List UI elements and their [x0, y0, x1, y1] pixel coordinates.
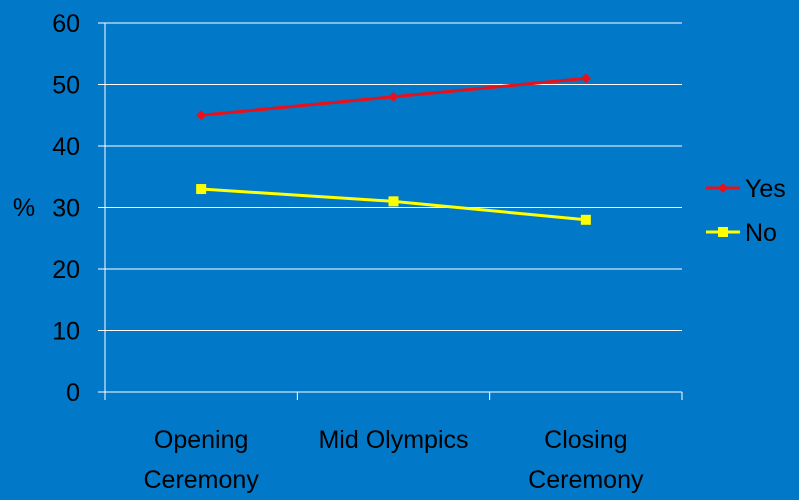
- legend-swatch-marker: [718, 227, 728, 237]
- data-point: [580, 73, 591, 84]
- y-tick-label: 0: [66, 379, 80, 407]
- data-point: [388, 91, 399, 102]
- legend-label: No: [745, 219, 777, 247]
- gridlines: [105, 22, 682, 331]
- series-yes: [196, 73, 591, 121]
- y-tick-label: 10: [52, 318, 80, 346]
- x-tick-label: Opening Ceremony: [144, 426, 260, 494]
- y-tick-label: 40: [52, 133, 80, 161]
- y-tick-labels: 0 10 20 30 40 50 60: [52, 10, 80, 407]
- legend-swatch-marker: [718, 183, 728, 193]
- y-tick-label: 30: [52, 195, 80, 223]
- y-tick-label: 50: [52, 72, 80, 100]
- data-point: [196, 110, 207, 121]
- data-point: [580, 214, 591, 225]
- series: [196, 73, 591, 225]
- legend: Yes No: [706, 175, 786, 247]
- legend-label: Yes: [745, 175, 786, 203]
- x-tick-label: Closing Ceremony: [528, 426, 644, 494]
- x-tick-labels: Opening Ceremony Mid Olympics Closing Ceremo…: [144, 426, 644, 494]
- data-point: [196, 184, 207, 195]
- series-no: [196, 184, 591, 225]
- y-tick-label: 60: [52, 10, 80, 38]
- legend-item-yes: Yes: [706, 175, 786, 203]
- data-point: [388, 196, 399, 207]
- x-tick-label: Mid Olympics: [318, 426, 468, 454]
- axes: [98, 22, 683, 400]
- legend-item-no: No: [706, 219, 777, 247]
- y-axis-title: %: [13, 194, 35, 222]
- y-tick-label: 20: [52, 256, 80, 284]
